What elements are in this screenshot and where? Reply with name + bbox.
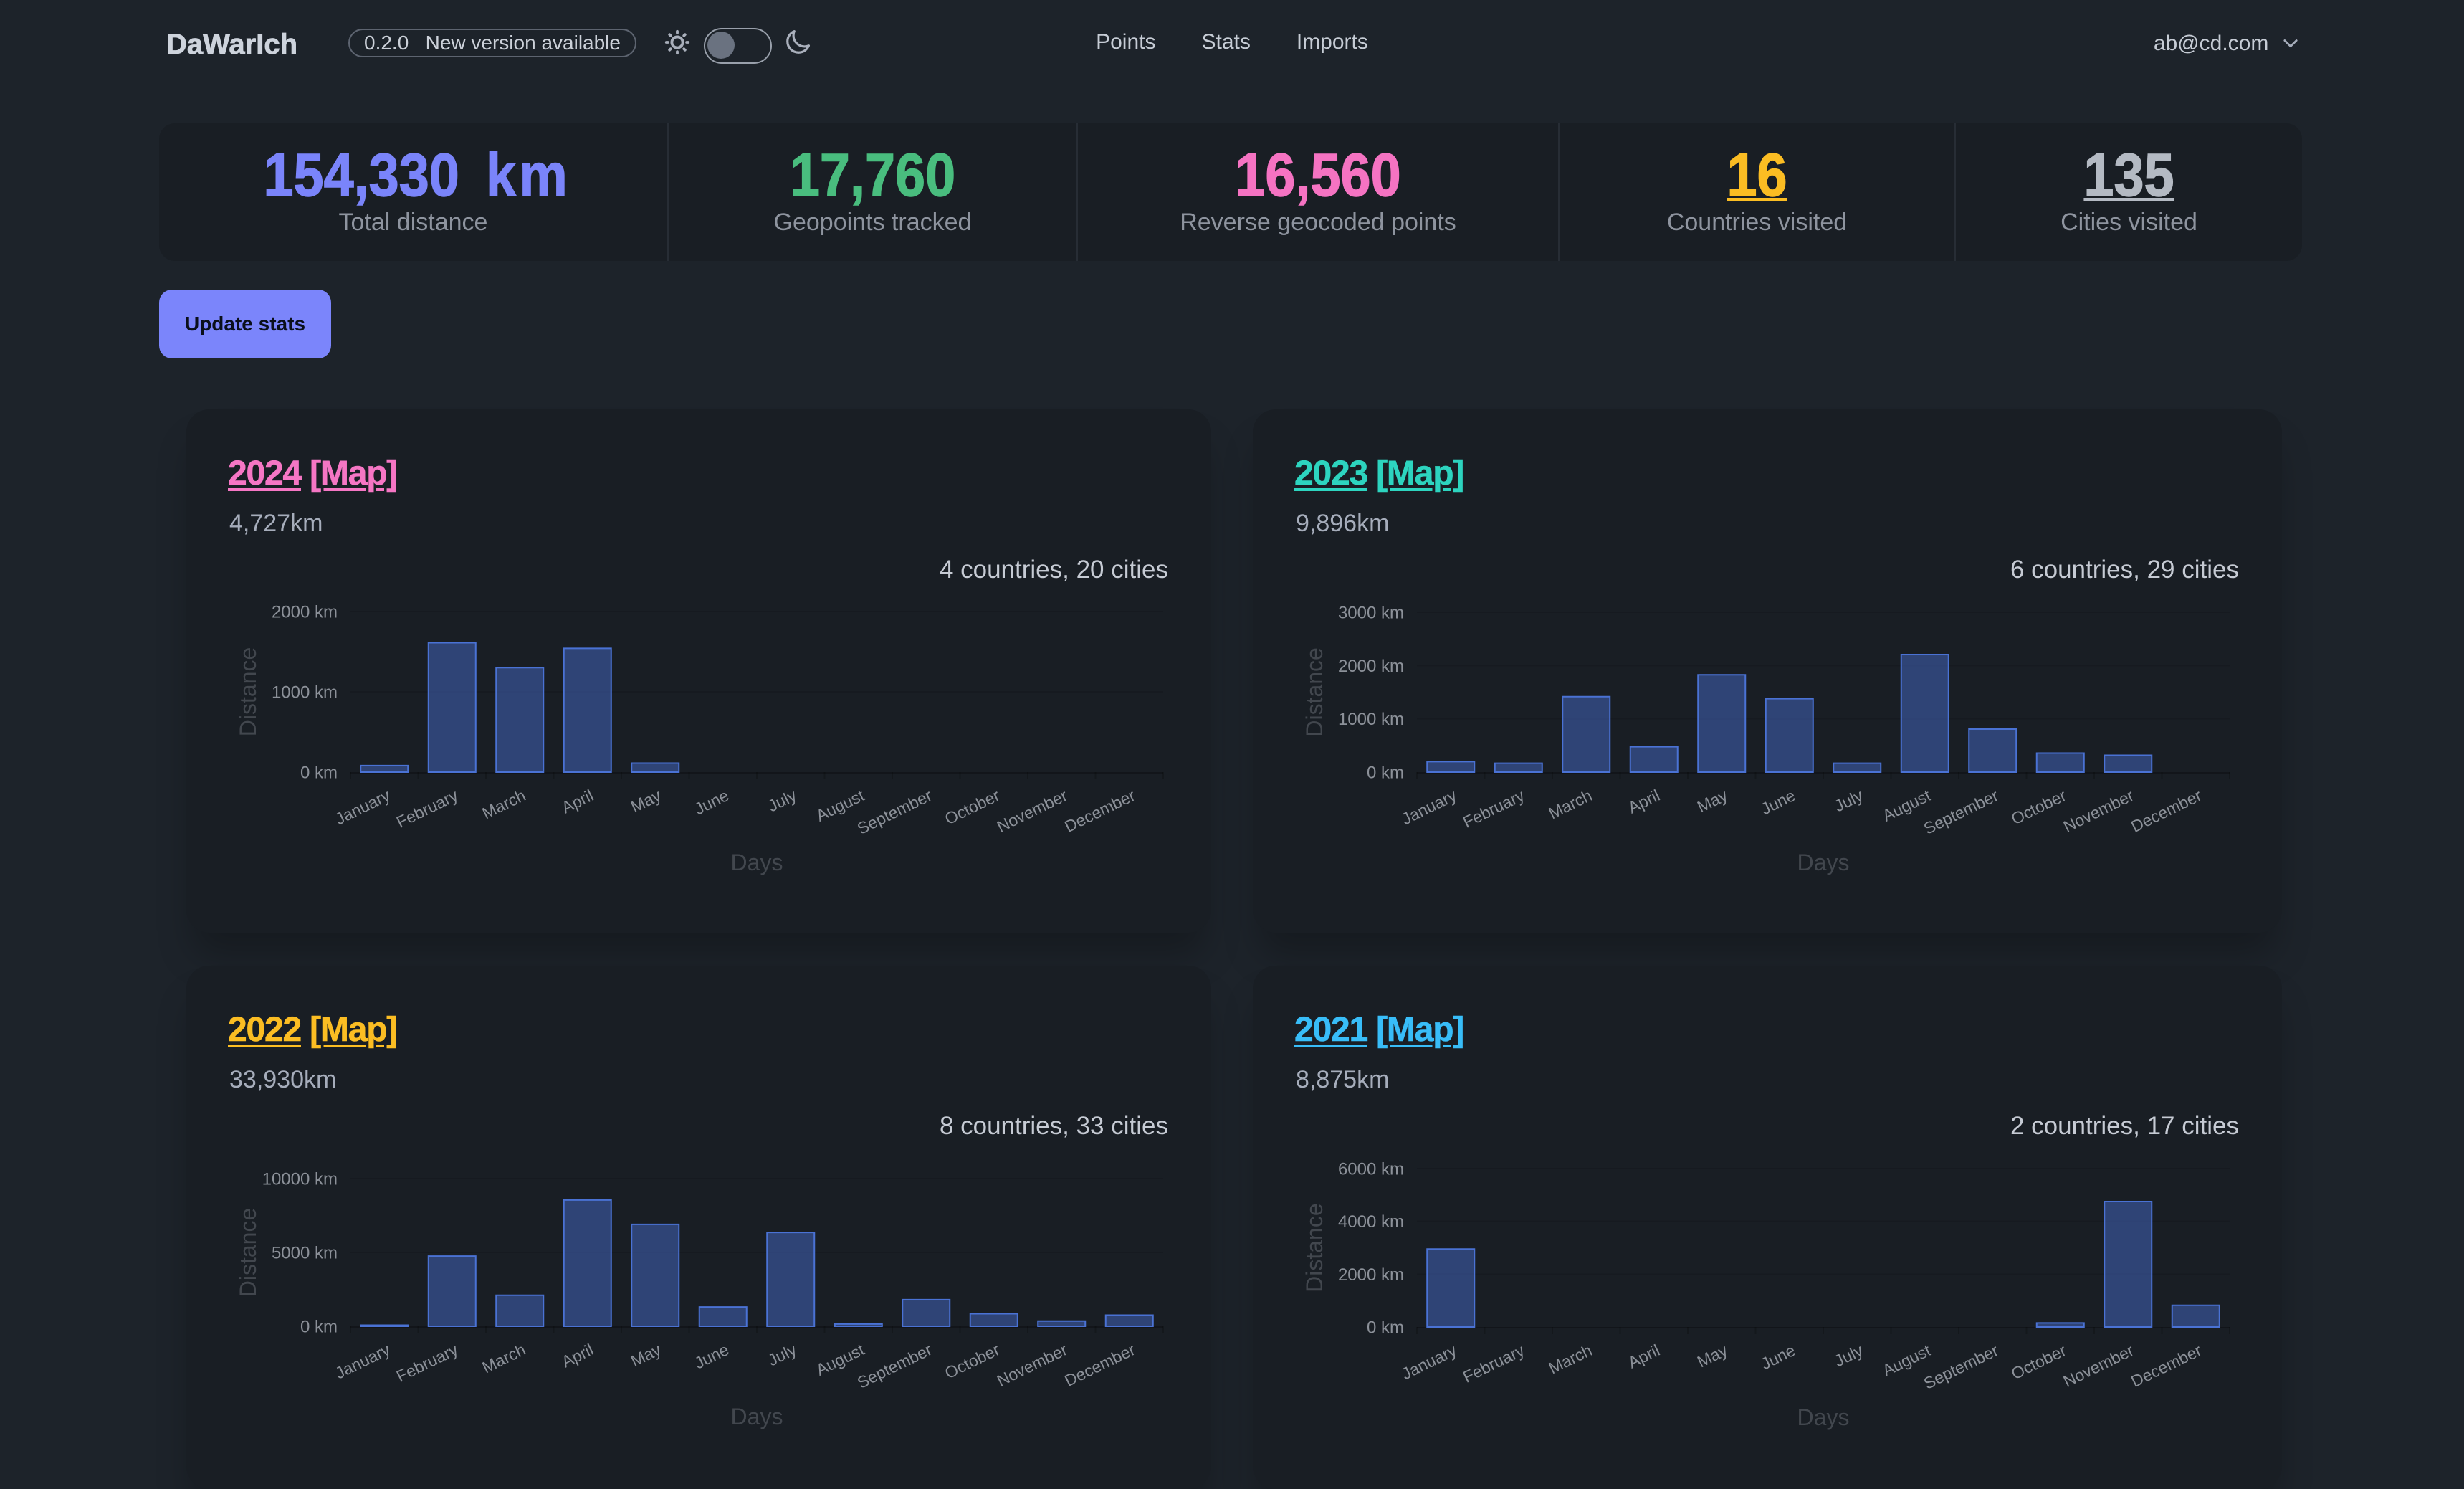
svg-text:March: March xyxy=(1546,786,1595,822)
svg-text:2000 km: 2000 km xyxy=(1338,657,1404,676)
svg-text:February: February xyxy=(393,786,462,832)
svg-text:January: January xyxy=(332,1340,393,1382)
svg-text:October: October xyxy=(942,786,1003,828)
svg-text:October: October xyxy=(2008,786,2069,828)
svg-text:February: February xyxy=(393,1340,462,1386)
svg-text:May: May xyxy=(1694,786,1731,817)
svg-text:Distance: Distance xyxy=(235,647,261,737)
svg-text:June: June xyxy=(1758,786,1798,818)
svg-text:May: May xyxy=(628,1340,664,1371)
svg-text:April: April xyxy=(558,1340,596,1371)
svg-text:June: June xyxy=(692,1340,732,1372)
svg-text:April: April xyxy=(558,786,596,817)
svg-text:10000 km: 10000 km xyxy=(262,1169,338,1189)
svg-text:July: July xyxy=(1831,1341,1866,1371)
svg-text:February: February xyxy=(1460,786,1528,832)
svg-text:April: April xyxy=(1625,786,1663,817)
svg-text:October: October xyxy=(942,1340,1003,1382)
svg-text:6000 km: 6000 km xyxy=(1338,1159,1404,1179)
svg-text:November: November xyxy=(994,786,1071,836)
svg-text:Days: Days xyxy=(1797,1404,1850,1430)
svg-text:Days: Days xyxy=(731,850,783,875)
svg-text:2000 km: 2000 km xyxy=(272,602,338,622)
svg-text:September: September xyxy=(854,786,935,838)
svg-text:November: November xyxy=(994,1340,1071,1390)
svg-text:December: December xyxy=(1061,1340,1138,1390)
svg-text:2000 km: 2000 km xyxy=(1338,1265,1404,1285)
svg-text:July: July xyxy=(765,1340,800,1370)
svg-text:4000 km: 4000 km xyxy=(1338,1212,1404,1232)
svg-text:0 km: 0 km xyxy=(300,763,338,782)
svg-text:0 km: 0 km xyxy=(1367,763,1404,782)
svg-text:September: September xyxy=(1921,1341,2002,1393)
svg-text:3000 km: 3000 km xyxy=(1338,603,1404,622)
svg-text:0 km: 0 km xyxy=(1367,1318,1404,1337)
svg-text:May: May xyxy=(1694,1341,1731,1371)
svg-text:1000 km: 1000 km xyxy=(1338,710,1404,729)
svg-text:Days: Days xyxy=(731,1404,783,1429)
svg-text:March: March xyxy=(1546,1341,1595,1377)
svg-text:November: November xyxy=(2061,1341,2137,1391)
svg-text:December: December xyxy=(1061,786,1138,836)
svg-text:5000 km: 5000 km xyxy=(272,1243,338,1262)
svg-text:October: October xyxy=(2008,1341,2069,1383)
svg-text:Distance: Distance xyxy=(1302,1203,1327,1293)
svg-text:April: April xyxy=(1625,1341,1663,1372)
svg-text:Distance: Distance xyxy=(235,1208,261,1298)
svg-text:September: September xyxy=(1921,786,2002,838)
svg-text:January: January xyxy=(332,786,393,828)
svg-text:Days: Days xyxy=(1797,850,1850,875)
svg-text:March: March xyxy=(479,786,529,822)
svg-text:December: December xyxy=(2128,786,2205,836)
svg-text:June: June xyxy=(692,786,732,818)
svg-text:January: January xyxy=(1398,1341,1459,1383)
svg-text:September: September xyxy=(854,1340,935,1392)
svg-text:July: July xyxy=(1831,786,1866,816)
svg-text:December: December xyxy=(2128,1341,2205,1391)
svg-text:0 km: 0 km xyxy=(300,1317,338,1336)
svg-text:November: November xyxy=(2061,786,2137,836)
svg-text:January: January xyxy=(1398,786,1459,828)
svg-text:1000 km: 1000 km xyxy=(272,682,338,702)
svg-text:March: March xyxy=(479,1340,529,1376)
svg-text:Distance: Distance xyxy=(1302,647,1327,737)
svg-text:May: May xyxy=(628,786,664,817)
svg-text:July: July xyxy=(765,786,800,816)
svg-text:June: June xyxy=(1758,1341,1798,1373)
